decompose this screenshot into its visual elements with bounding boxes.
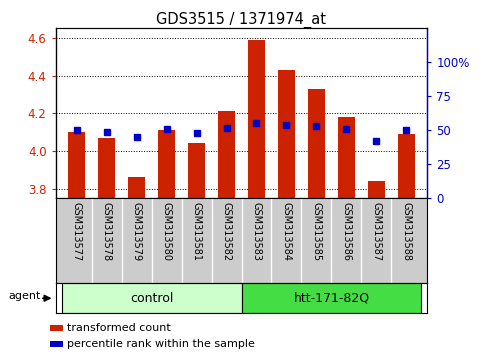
- Bar: [218, 112, 235, 198]
- Bar: [242, 283, 422, 313]
- Text: transformed count: transformed count: [67, 323, 170, 333]
- Text: agent: agent: [8, 291, 41, 301]
- Text: percentile rank within the sample: percentile rank within the sample: [67, 339, 255, 349]
- Bar: [368, 181, 385, 198]
- Bar: [98, 138, 115, 198]
- Text: GSM313583: GSM313583: [252, 202, 261, 262]
- Bar: [50, 325, 63, 331]
- Text: GSM313585: GSM313585: [312, 202, 322, 262]
- Title: GDS3515 / 1371974_at: GDS3515 / 1371974_at: [156, 12, 327, 28]
- Text: GSM313577: GSM313577: [71, 202, 82, 262]
- Bar: [248, 40, 265, 198]
- Bar: [128, 177, 145, 198]
- Text: control: control: [130, 292, 173, 305]
- Bar: [61, 283, 242, 313]
- Text: GSM313582: GSM313582: [222, 202, 231, 262]
- Bar: [308, 89, 325, 198]
- Text: GSM313584: GSM313584: [282, 202, 291, 262]
- Text: htt-171-82Q: htt-171-82Q: [293, 292, 369, 305]
- Bar: [68, 132, 85, 198]
- Bar: [50, 341, 63, 347]
- Bar: [188, 143, 205, 198]
- Bar: [278, 70, 295, 198]
- Bar: [398, 134, 415, 198]
- Text: GSM313580: GSM313580: [161, 202, 171, 262]
- Text: GSM313588: GSM313588: [401, 202, 412, 262]
- Text: GSM313581: GSM313581: [192, 202, 201, 262]
- Text: GSM313578: GSM313578: [101, 202, 112, 262]
- Bar: [158, 130, 175, 198]
- Text: GSM313579: GSM313579: [131, 202, 142, 262]
- Text: GSM313587: GSM313587: [371, 202, 382, 262]
- Bar: [338, 117, 355, 198]
- Text: GSM313586: GSM313586: [341, 202, 352, 262]
